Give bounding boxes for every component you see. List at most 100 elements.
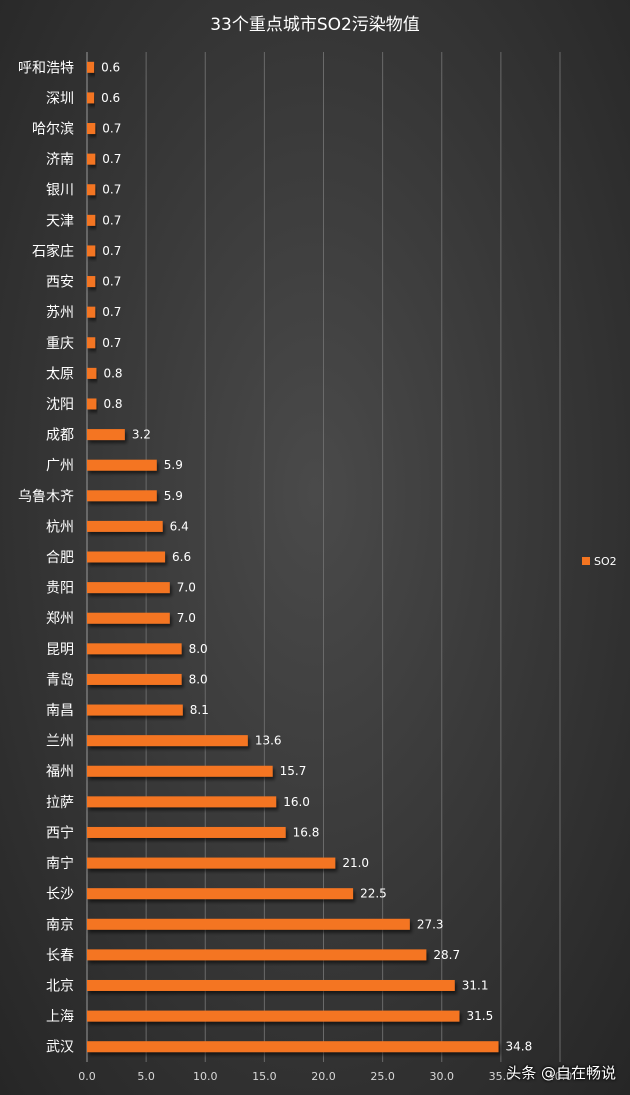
category-label: 成都: [46, 428, 74, 444]
category-label: 南宁: [46, 855, 74, 872]
value-label: 21.0: [342, 856, 369, 870]
x-tick-label: 35.0: [489, 1070, 514, 1083]
bar: [87, 398, 97, 410]
value-label: 0.7: [102, 122, 121, 136]
bar: [87, 92, 95, 104]
category-label: 苏州: [46, 305, 74, 321]
value-labels: 0.6 0.6 0.7 0.7 0.7 0.7 0.7 0.7 0.7 0.7 0.8 0.8 3.2 5…: [101, 60, 532, 1053]
bar: [87, 582, 170, 594]
x-tick-label: 40.0: [548, 1070, 573, 1083]
category-label: 长春: [46, 948, 74, 964]
chart-title: 33个重点城市SO2污染物值: [210, 15, 420, 35]
value-label: 0.6: [101, 91, 120, 105]
grid-layer: [86, 52, 561, 1062]
bar: [87, 1010, 460, 1022]
category-label: 西宁: [46, 824, 74, 841]
x-tick-label: 20.0: [311, 1070, 336, 1083]
bar: [87, 643, 182, 655]
x-tick-label: 0.0: [78, 1070, 96, 1083]
legend-swatch: [582, 557, 590, 565]
bar: [87, 214, 96, 226]
value-label: 31.1: [462, 978, 489, 992]
value-label: 22.5: [360, 887, 387, 901]
bar: [87, 826, 286, 838]
bar: [87, 612, 170, 624]
value-label: 16.0: [283, 795, 310, 809]
x-tick-label: 5.0: [137, 1070, 155, 1083]
bar: [87, 306, 96, 318]
category-label: 乌鲁木齐: [18, 489, 74, 505]
bar: [87, 551, 166, 563]
value-label: 15.7: [280, 764, 307, 778]
value-label: 0.6: [101, 60, 120, 74]
x-tick-label: 10.0: [193, 1070, 218, 1083]
category-label: 合肥: [46, 550, 74, 566]
x-tick-label: 30.0: [430, 1070, 455, 1083]
category-label: 郑州: [46, 611, 74, 627]
category-labels: 呼和浩特深圳哈尔滨济南银川天津石家庄西安苏州重庆太原沈阳成都广州乌鲁木齐杭州合肥…: [18, 60, 74, 1055]
category-label: 呼和浩特: [18, 60, 74, 76]
bar: [87, 1041, 499, 1053]
value-label: 0.7: [102, 275, 121, 289]
value-label: 13.6: [255, 734, 282, 748]
category-label: 哈尔滨: [32, 122, 74, 138]
bar: [87, 520, 163, 532]
watermark: 头条 @自在畅说: [506, 1064, 616, 1082]
category-label: 南京: [46, 917, 74, 933]
value-label: 8.0: [189, 642, 208, 656]
category-label: 石家庄: [32, 243, 74, 260]
value-label: 27.3: [417, 917, 444, 931]
category-label: 长沙: [46, 887, 74, 903]
category-label: 西安: [46, 275, 74, 291]
bar: [87, 949, 427, 961]
category-label: 沈阳: [46, 397, 74, 413]
value-label: 0.7: [102, 336, 121, 350]
value-label: 34.8: [506, 1040, 533, 1054]
bar: [87, 245, 96, 257]
value-label: 0.7: [102, 213, 121, 227]
x-axis-tick-labels: 0.0 5.0 10.0 15.0 20.0 25.0 30.0 35.0 40.0: [78, 1070, 572, 1083]
value-label: 0.8: [103, 397, 122, 411]
category-label: 重庆: [46, 336, 74, 352]
bar: [87, 123, 96, 135]
value-label: 5.9: [164, 458, 183, 472]
legend-label: SO2: [594, 555, 617, 568]
bar: [87, 796, 277, 808]
value-label: 0.7: [102, 305, 121, 319]
legend: SO2: [582, 555, 617, 568]
value-label: 6.6: [172, 550, 191, 564]
value-label: 0.8: [103, 366, 122, 380]
bar: [87, 459, 157, 471]
category-label: 济南: [46, 152, 74, 168]
category-label: 深圳: [46, 91, 74, 107]
bar: [87, 735, 248, 747]
bar: [87, 918, 410, 930]
category-label: 广州: [46, 458, 74, 474]
bar: [87, 888, 354, 900]
x-tick-label: 15.0: [252, 1070, 277, 1083]
category-label: 青岛: [46, 672, 74, 688]
category-label: 天津: [46, 213, 74, 229]
category-label: 昆明: [46, 642, 74, 658]
value-label: 0.7: [102, 244, 121, 258]
bar: [87, 490, 157, 502]
bars-layer: [87, 61, 499, 1053]
category-label: 银川: [46, 183, 74, 199]
category-label: 南昌: [46, 703, 74, 719]
bar: [87, 337, 96, 349]
value-label: 28.7: [433, 948, 460, 962]
category-label: 福州: [46, 764, 74, 780]
value-label: 5.9: [164, 489, 183, 503]
value-label: 3.2: [132, 428, 151, 442]
bar: [87, 184, 96, 196]
value-label: 31.5: [466, 1009, 493, 1023]
bar: [87, 429, 125, 441]
value-label: 6.4: [170, 519, 189, 533]
category-label: 太原: [46, 366, 74, 382]
value-label: 8.0: [189, 672, 208, 686]
bar: [87, 765, 273, 777]
value-label: 7.0: [177, 581, 196, 595]
category-label: 兰州: [46, 734, 74, 750]
